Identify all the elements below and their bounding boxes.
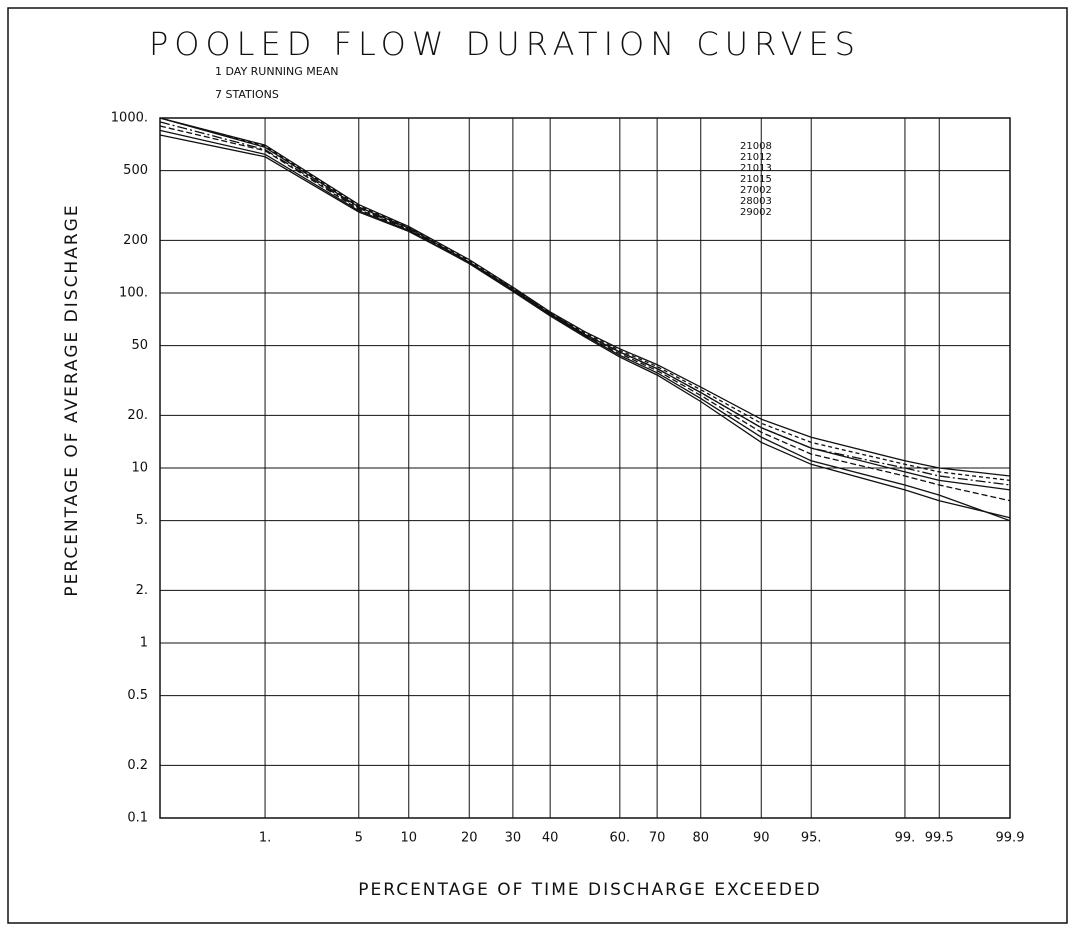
x-tick-label: 1. <box>259 831 271 846</box>
y-axis-label: PERCENTAGE OF AVERAGE DISCHARGE <box>62 203 82 596</box>
frame <box>7 7 1068 924</box>
legend-entry: 21013 <box>740 163 772 174</box>
y-tick-label: 0.2 <box>127 758 148 773</box>
y-tick-label: 0.5 <box>127 688 148 703</box>
y-tick-label: 1000. <box>111 111 148 126</box>
legend-entry: 27002 <box>740 185 772 196</box>
y-tick-label: 10 <box>131 461 148 476</box>
legend-entry: 21015 <box>740 174 772 185</box>
x-tick-label: 70 <box>649 831 666 846</box>
legend-entry: 29002 <box>740 207 772 218</box>
series-line <box>159 129 1011 519</box>
x-tick-label: 99.9 <box>996 831 1025 846</box>
series-line <box>159 117 1011 477</box>
y-tick-label: 5. <box>136 513 148 528</box>
x-tick-label: 99.5 <box>925 831 954 846</box>
x-tick-label: 60. <box>609 831 630 846</box>
x-tick-label: 80 <box>692 831 709 846</box>
y-tick-label: 0.1 <box>127 811 148 826</box>
x-tick-label: 90 <box>753 831 770 846</box>
y-tick-label: 2. <box>136 583 148 598</box>
y-tick-label: 500 <box>123 163 148 178</box>
y-tick-label: 100. <box>119 286 148 301</box>
x-tick-label: 99. <box>895 831 916 846</box>
x-axis-label: PERCENTAGE OF TIME DISCHARGE EXCEEDED <box>358 880 822 900</box>
x-tick-label: 40 <box>542 831 559 846</box>
x-tick-label: 95. <box>801 831 822 846</box>
x-tick-label: 30 <box>505 831 522 846</box>
series-line <box>159 121 1011 486</box>
x-tick-label: 5 <box>355 831 363 846</box>
legend-entry: 28003 <box>740 196 772 207</box>
y-tick-label: 200 <box>123 233 148 248</box>
series-line <box>159 117 1011 491</box>
chart-title: POOLED FLOW DURATION CURVES <box>149 25 861 63</box>
series-line <box>159 134 1011 522</box>
series-line <box>159 125 1011 502</box>
x-tick-label: 20 <box>461 831 478 846</box>
y-tick-label: 50 <box>131 338 148 353</box>
x-tick-label: 10 <box>400 831 417 846</box>
subtitle: 7 STATIONS <box>215 88 279 101</box>
series-line <box>159 117 1011 482</box>
legend-entry: 21012 <box>740 152 772 163</box>
legend-entry: 21008 <box>740 141 772 152</box>
subtitle: 1 DAY RUNNING MEAN <box>215 65 339 78</box>
y-tick-label: 1 <box>140 636 148 651</box>
y-tick-label: 20. <box>127 408 148 423</box>
